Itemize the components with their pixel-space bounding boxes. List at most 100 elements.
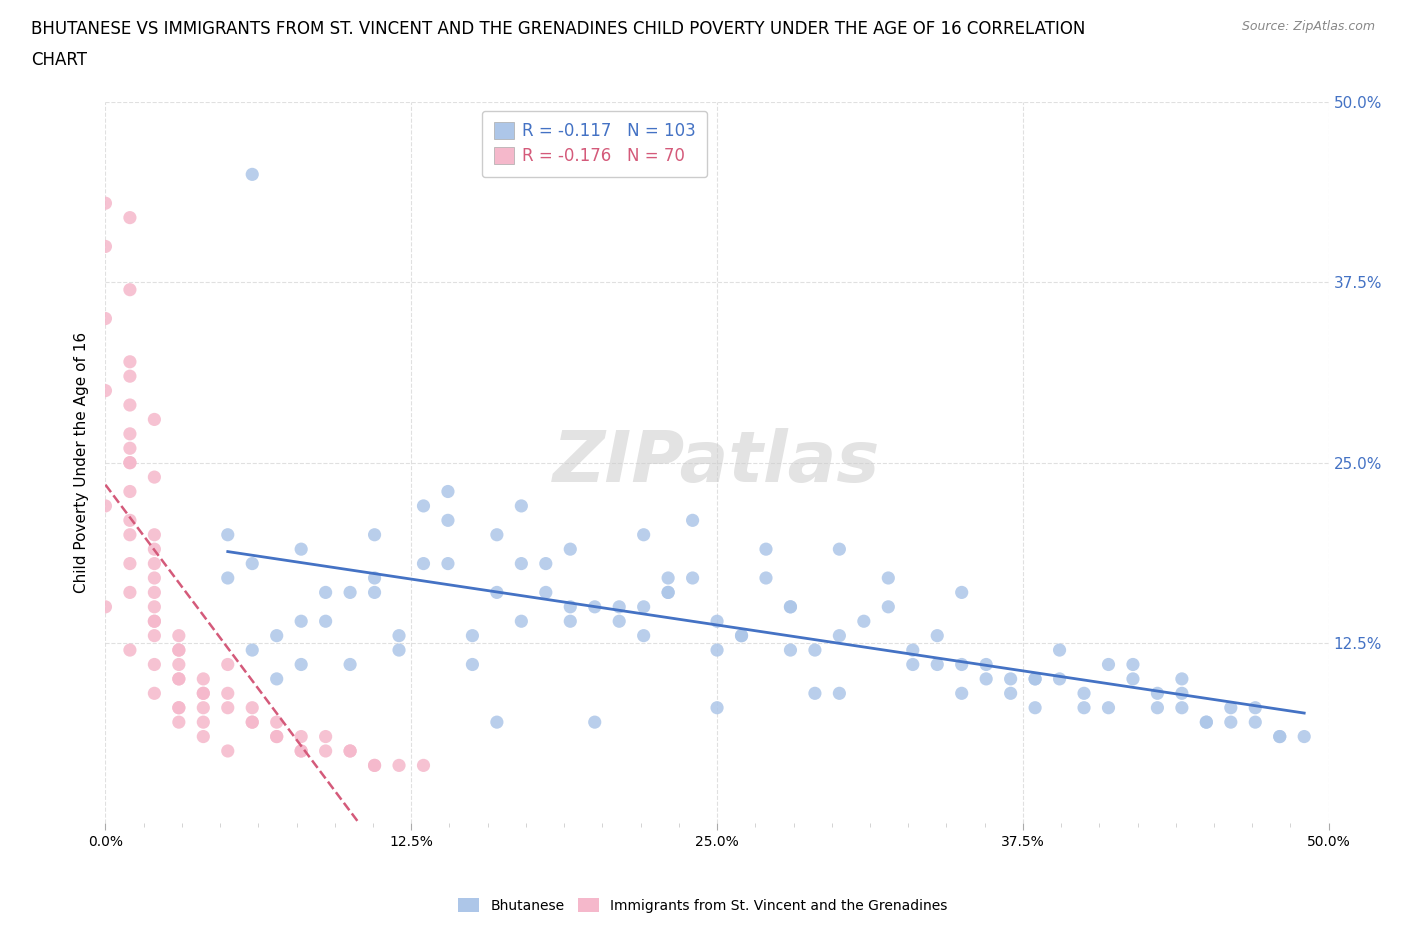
Point [534,556,557,571]
Point [730,629,752,644]
Point [118,556,141,571]
Point [315,614,337,629]
Point [755,541,778,556]
Point [143,629,166,644]
Point [193,686,215,701]
Point [412,556,434,571]
Point [779,600,801,615]
Point [706,643,728,658]
Point [339,658,361,672]
Point [363,585,385,600]
Point [118,456,141,471]
Point [633,527,655,542]
Point [193,700,215,715]
Point [315,729,337,744]
Point [118,398,141,413]
Point [143,600,166,615]
Point [94,383,117,398]
Point [240,714,263,729]
Point [388,643,411,658]
Point [266,729,288,744]
Point [706,700,728,715]
Point [1024,700,1046,715]
Point [1122,658,1144,672]
Point [927,629,949,644]
Point [852,614,875,629]
Point [290,744,312,759]
Point [828,629,851,644]
Point [583,714,606,729]
Point [266,729,288,744]
Point [560,541,582,556]
Point [118,527,141,542]
Point [143,614,166,629]
Point [217,700,239,715]
Point [1000,671,1022,686]
Point [437,556,460,571]
Point [1146,686,1168,701]
Point [240,643,263,658]
Point [1073,700,1095,715]
Point [412,498,434,513]
Point [1171,686,1194,701]
Y-axis label: Child Poverty Under the Age of 16: Child Poverty Under the Age of 16 [75,332,90,593]
Point [1244,714,1267,729]
Text: Source: ZipAtlas.com: Source: ZipAtlas.com [1241,20,1375,33]
Point [1294,729,1316,744]
Point [167,714,190,729]
Point [363,571,385,586]
Point [560,614,582,629]
Point [1244,700,1267,715]
Point [1024,671,1046,686]
Point [877,600,900,615]
Point [657,571,679,586]
Point [974,671,997,686]
Point [143,686,166,701]
Point [1171,671,1194,686]
Point [315,585,337,600]
Point [363,758,385,773]
Point [118,369,141,384]
Point [240,714,263,729]
Point [1146,700,1168,715]
Point [804,643,827,658]
Point [485,714,508,729]
Text: BHUTANESE VS IMMIGRANTS FROM ST. VINCENT AND THE GRENADINES CHILD POVERTY UNDER : BHUTANESE VS IMMIGRANTS FROM ST. VINCENT… [31,20,1085,38]
Point [1268,729,1291,744]
Point [118,585,141,600]
Point [94,600,117,615]
Point [657,585,679,600]
Point [1219,700,1241,715]
Point [118,456,141,471]
Point [118,441,141,456]
Point [388,629,411,644]
Point [167,643,190,658]
Point [412,758,434,773]
Point [461,658,484,672]
Point [339,585,361,600]
Point [1195,714,1218,729]
Point [94,312,117,326]
Point [828,541,851,556]
Point [290,744,312,759]
Point [877,571,900,586]
Point [1000,686,1022,701]
Point [1268,729,1291,744]
Point [583,600,606,615]
Point [1195,714,1218,729]
Point [193,671,215,686]
Point [240,556,263,571]
Point [510,614,533,629]
Point [461,629,484,644]
Point [118,354,141,369]
Point [1097,700,1119,715]
Point [1049,671,1071,686]
Point [633,629,655,644]
Point [167,629,190,644]
Point [143,614,166,629]
Point [1171,700,1194,715]
Point [193,714,215,729]
Point [950,686,973,701]
Point [607,600,630,615]
Point [437,513,460,528]
